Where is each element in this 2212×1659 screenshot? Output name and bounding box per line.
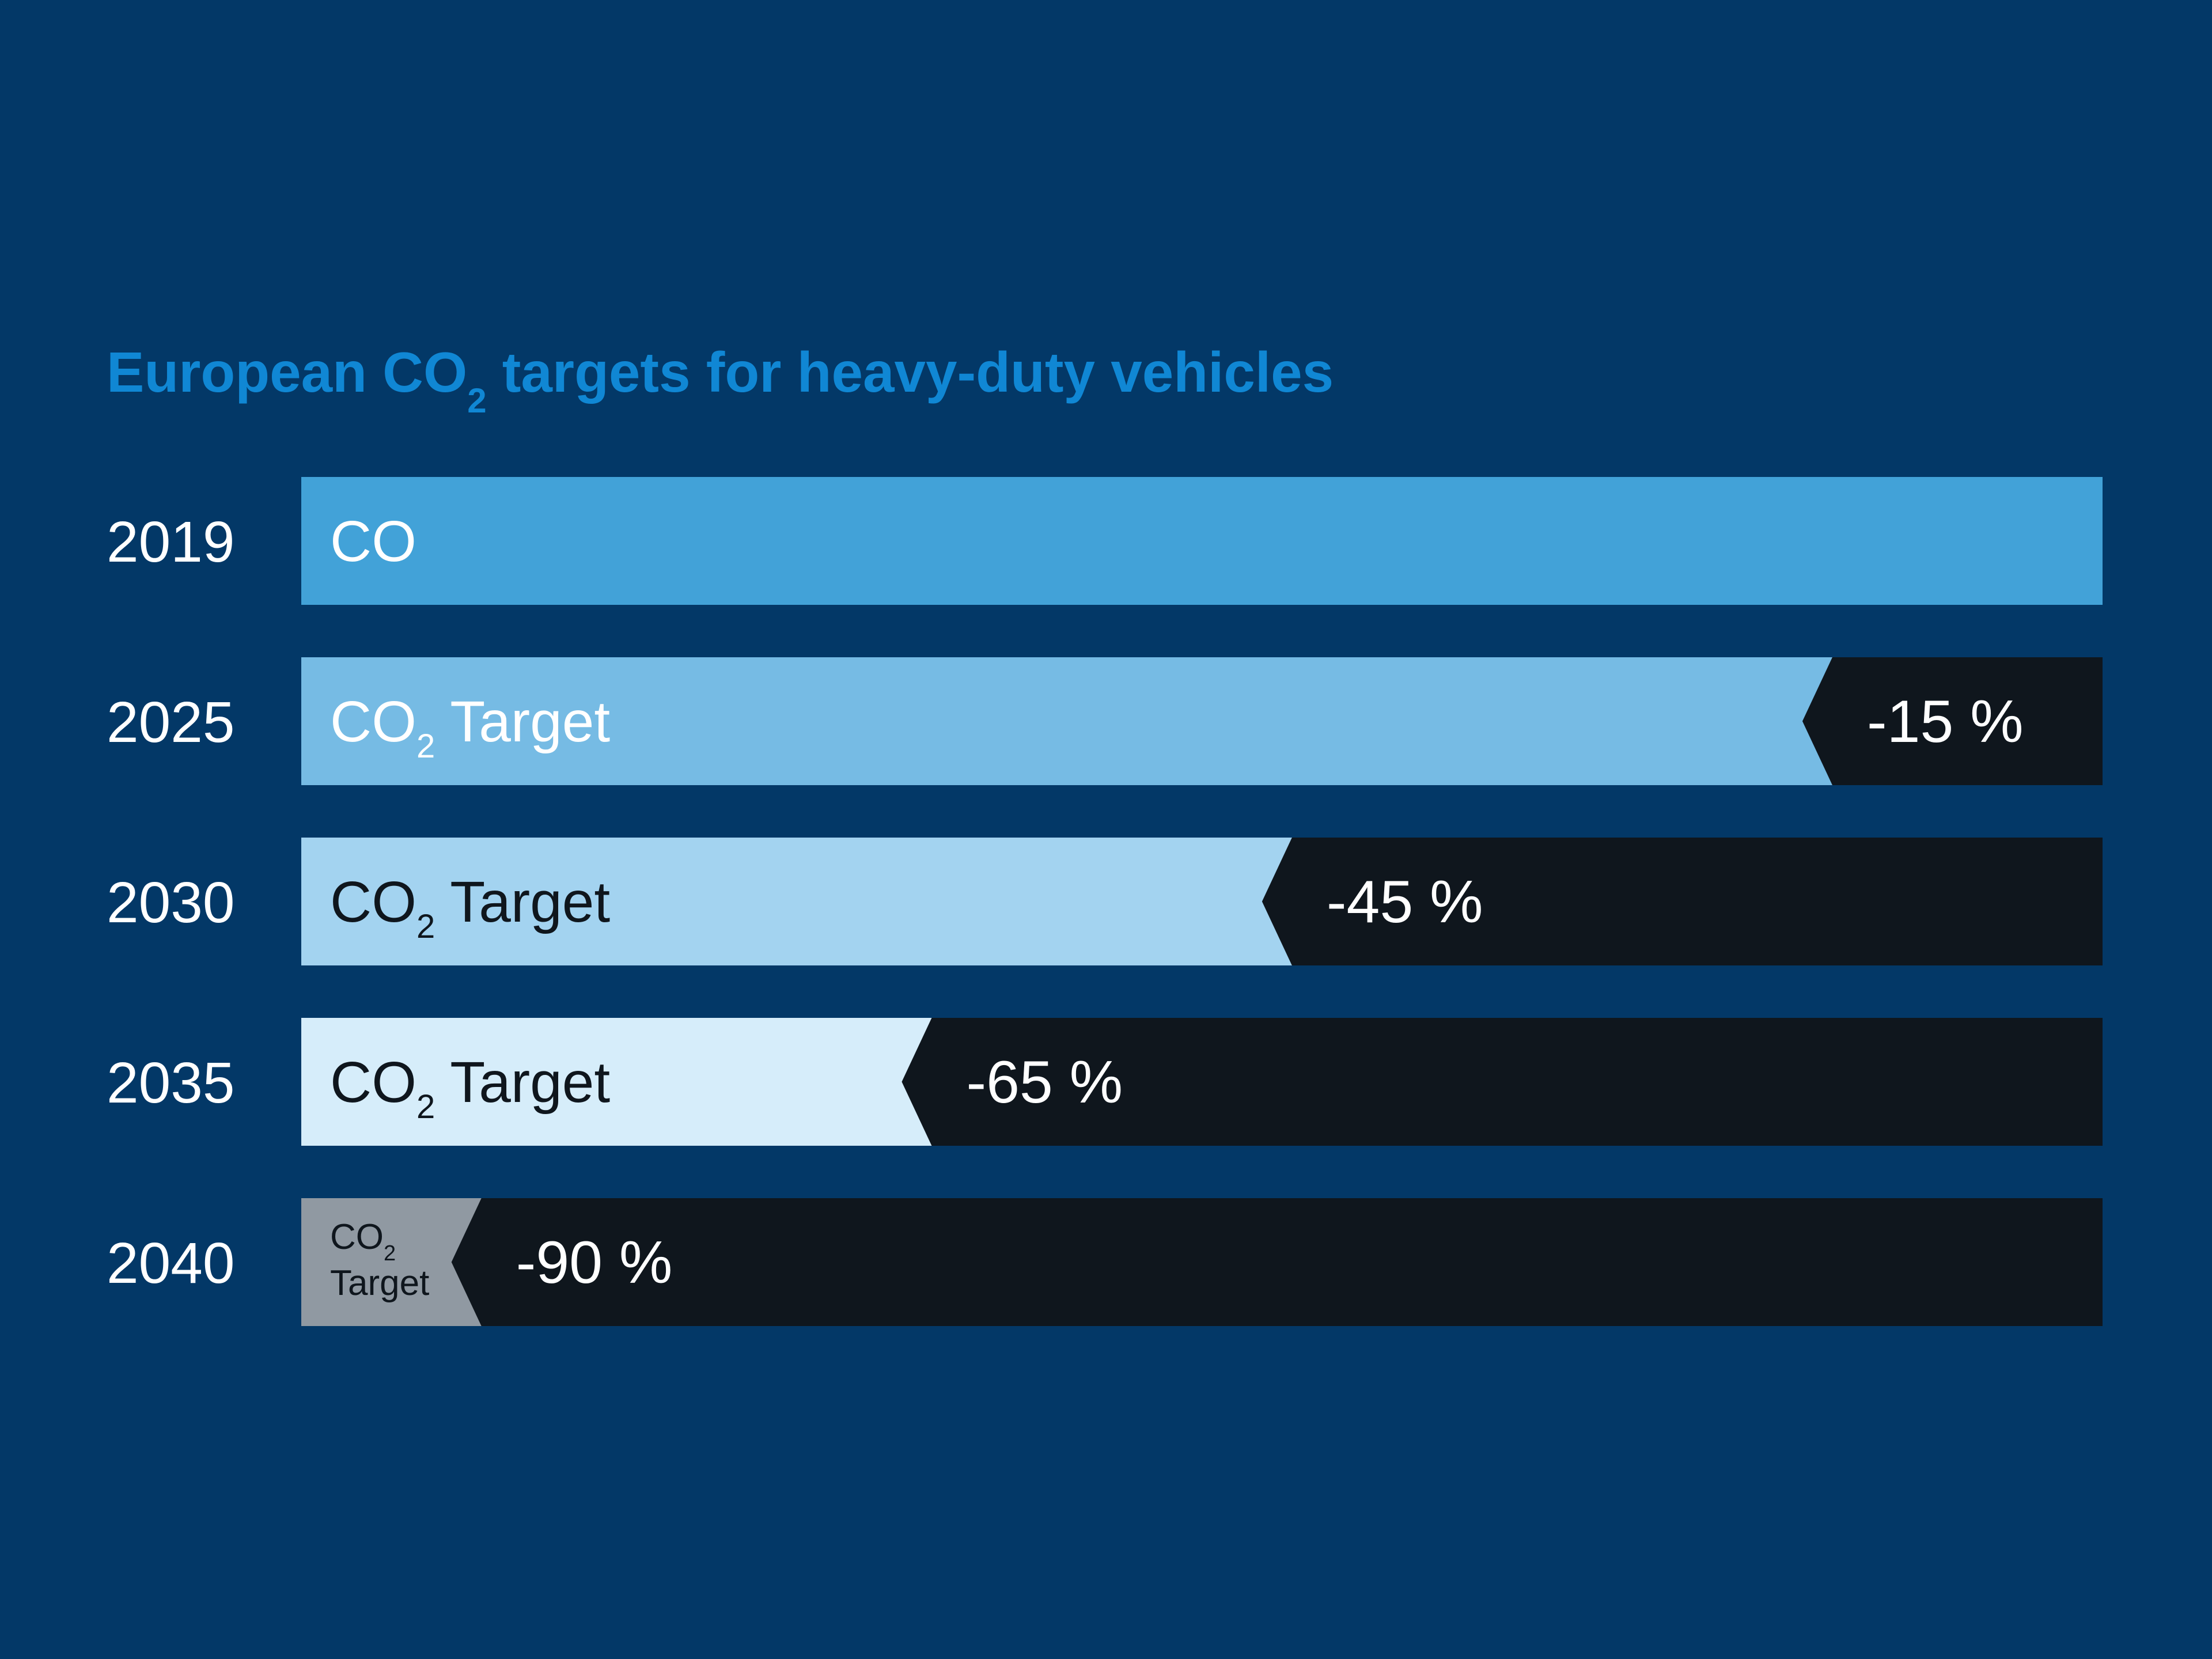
chart-title-subscript: 2: [467, 381, 486, 420]
target-label: CO2 Target: [330, 870, 610, 945]
reduction-label: -15 %: [1867, 688, 2024, 755]
year-label: 2035: [107, 1051, 234, 1115]
year-label: 2025: [107, 690, 234, 755]
target-bar: [301, 1198, 482, 1326]
chart-title-rest: targets for heavy-duty vehicles: [487, 340, 1334, 404]
target-bar: [301, 1018, 932, 1146]
bar-row-2019: 2019 CO: [107, 477, 2103, 605]
target-label-suffix: Target: [330, 1263, 429, 1303]
target-label: CO2: [330, 1217, 396, 1266]
year-label: 2019: [107, 510, 234, 574]
bar-row-2030: 2030 CO2 Target -45 %: [107, 838, 2103, 965]
target-label: CO2 Target: [330, 690, 610, 765]
bars-group: 2019 CO 2025 CO2 Target -15 % 2030 CO2 Target -…: [107, 477, 2103, 1326]
reduction-label: -90 %: [516, 1229, 673, 1296]
target-label: CO: [330, 509, 416, 574]
year-label: 2040: [107, 1231, 234, 1296]
target-label: CO2 Target: [330, 1050, 610, 1126]
baseline-bar: [301, 477, 2103, 605]
bar-row-2025: 2025 CO2 Target -15 %: [107, 657, 2103, 785]
bar-row-2035: 2035 CO2 Target -65 %: [107, 1018, 2103, 1146]
target-bar: [301, 657, 1832, 785]
chart-title-main: European CO: [107, 340, 467, 404]
reduction-label: -45 %: [1327, 869, 1483, 935]
reduction-bar: [301, 1198, 2103, 1326]
reduction-label: -65 %: [966, 1049, 1123, 1116]
chart-title: European CO2 targets for heavy-duty vehi…: [107, 340, 1334, 420]
target-bar: [301, 838, 1292, 965]
year-label: 2030: [107, 870, 234, 935]
